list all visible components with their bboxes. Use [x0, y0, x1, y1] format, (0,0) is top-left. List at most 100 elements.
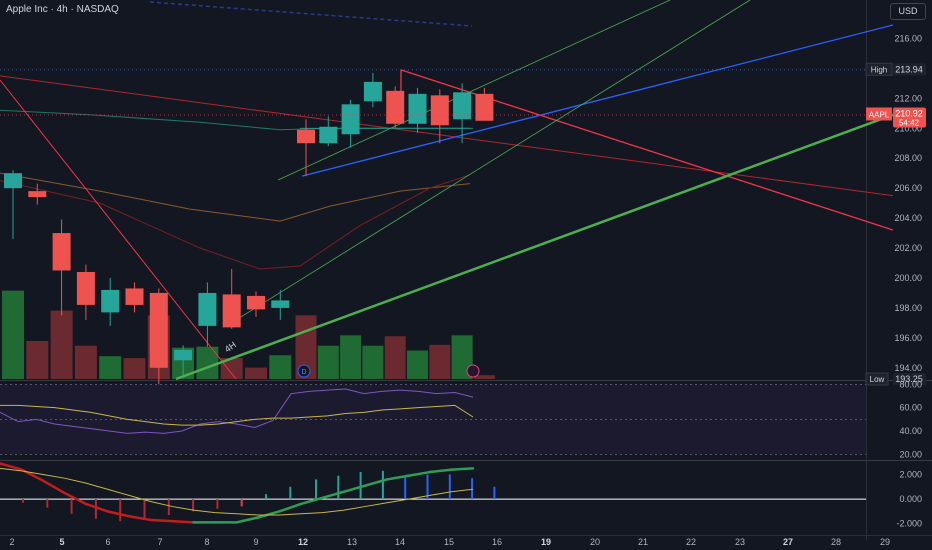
macd-line-segment	[235, 516, 260, 524]
volume-bar	[295, 315, 317, 379]
volume-bar	[317, 345, 339, 379]
volume-bar	[220, 358, 243, 379]
macd-line-segment	[428, 468, 453, 474]
time-tick-label: 22	[686, 537, 696, 547]
candle-body	[475, 93, 494, 121]
rsi-tick-label: 40.00	[899, 426, 922, 436]
price-label-name: High	[871, 65, 887, 74]
macd-histogram-bar	[119, 499, 122, 522]
volume-bar	[269, 355, 292, 379]
time-tick-label: 16	[492, 537, 502, 547]
time-tick-label: 9	[253, 537, 258, 547]
macd-line-segment	[342, 484, 367, 493]
price-label-tag	[865, 372, 889, 386]
macd-line-segment	[450, 467, 475, 471]
time-tick-label: 6	[105, 537, 110, 547]
candle-body	[4, 173, 22, 189]
macd-line-segment	[364, 478, 389, 487]
candle-body	[198, 292, 217, 326]
macd-histogram-bar	[94, 499, 97, 519]
macd-histogram-bar	[240, 499, 243, 507]
candle-body	[430, 95, 449, 126]
time-tick-label: 21	[638, 537, 648, 547]
candle-body	[52, 233, 71, 271]
candle-body	[408, 93, 427, 124]
volume-bar	[123, 358, 146, 379]
macd-histogram-bar	[192, 499, 195, 512]
volume-bar	[340, 335, 362, 379]
macd-line-segment	[106, 510, 131, 518]
macd-line-segment	[127, 515, 152, 522]
last-price-tag	[893, 107, 926, 128]
price-tick-label: 196.00	[894, 333, 922, 343]
volume-bar	[245, 367, 267, 379]
candle-body	[319, 126, 338, 144]
price-tick-label: 204.00	[894, 213, 922, 223]
time-tick-label: 28	[831, 537, 841, 547]
last-price-symbol: AAPL	[869, 110, 890, 119]
price-tick-label: 206.00	[894, 183, 922, 193]
candle-body	[271, 300, 290, 308]
time-tick-label: 7	[157, 537, 162, 547]
time-tick-label: 14	[395, 537, 405, 547]
time-tick-label: 13	[347, 537, 357, 547]
price-tick-label: 210.00	[894, 123, 922, 133]
moving-average-line	[0, 172, 471, 222]
dividend-label: D	[301, 369, 306, 376]
price-tick-label: 216.00	[894, 33, 922, 43]
price-tick-label: 212.00	[894, 93, 922, 103]
macd-histogram-bar	[493, 486, 496, 500]
fan-line-green	[235, 0, 751, 321]
macd-line-segment	[84, 502, 109, 513]
rsi-line	[0, 388, 474, 434]
macd-line-segment	[299, 496, 324, 506]
volume-bar	[362, 345, 384, 379]
trend-line-red	[0, 79, 237, 380]
macd-line-segment	[321, 490, 346, 500]
candle-body	[125, 288, 144, 305]
macd-histogram-bar	[448, 474, 451, 500]
price-label-tag	[893, 373, 926, 385]
volume-bar	[26, 341, 49, 379]
fan-line-green	[277, 0, 671, 181]
last-price-value: 210.92	[895, 108, 923, 118]
volume-bar	[407, 350, 428, 379]
price-label-tag	[865, 62, 893, 76]
candle-body	[297, 129, 315, 144]
time-tick-label: 15	[444, 537, 454, 547]
macd-histogram-bar	[265, 494, 267, 500]
dotted-trend-line	[149, 1, 473, 27]
candle-body	[174, 349, 193, 361]
price-label-value: 193.25	[895, 374, 923, 384]
macd-line-segment	[41, 479, 66, 495]
price-tick-label: 198.00	[894, 303, 922, 313]
macd-histogram-bar	[46, 499, 49, 508]
macd-histogram-bar	[143, 499, 146, 520]
volume-bar	[2, 290, 24, 379]
price-label-value: 213.94	[895, 64, 923, 74]
macd-line-segment	[256, 510, 281, 519]
macd-histogram-bar	[359, 472, 362, 500]
currency-button[interactable]: USD	[890, 3, 926, 20]
macd-tick-label: 2.000	[899, 470, 922, 480]
time-tick-label: 2	[9, 537, 14, 547]
candle-body	[453, 92, 472, 120]
candle-body	[76, 271, 95, 305]
rsi-tick-label: 60.00	[899, 403, 922, 413]
macd-line-segment	[407, 470, 432, 477]
candle-body	[101, 289, 120, 313]
macd-histogram-bar	[426, 474, 429, 500]
macd-histogram-bar	[70, 499, 73, 514]
macd-line-segment	[385, 474, 410, 481]
time-tick-label: 20	[590, 537, 600, 547]
macd-line-segment	[149, 518, 174, 523]
macd-line-segment	[170, 519, 195, 524]
macd-line-segment	[0, 462, 23, 471]
time-tick-label: 12	[298, 537, 308, 547]
rsi-tick-label: 20.00	[899, 449, 922, 459]
macd-tick-label: -2.000	[896, 519, 922, 529]
dividend-marker	[297, 364, 311, 378]
volume-bar	[384, 336, 406, 379]
macd-histogram-bar	[381, 470, 384, 500]
